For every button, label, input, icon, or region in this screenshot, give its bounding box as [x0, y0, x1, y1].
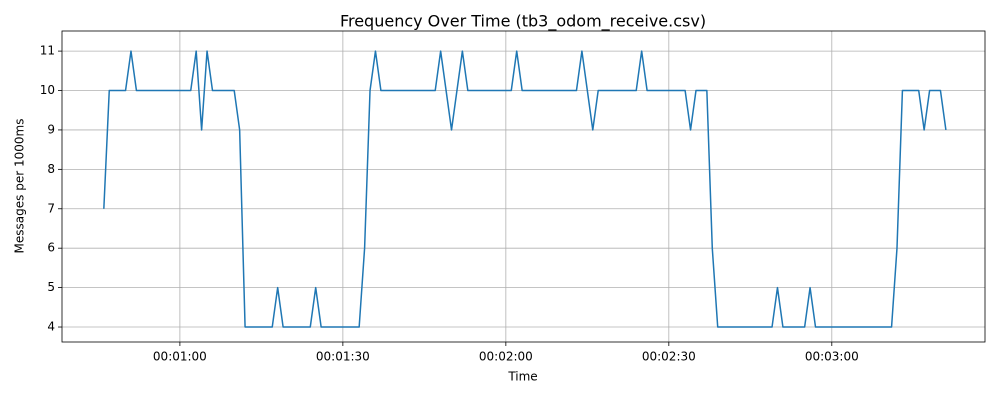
y-tick-label: 6 [47, 241, 55, 255]
x-tick-label: 00:02:00 [479, 350, 533, 364]
x-tick-label: 00:01:00 [153, 350, 207, 364]
y-tick-label: 9 [47, 122, 55, 136]
y-tick-label: 8 [47, 162, 55, 176]
plot-frame [61, 30, 986, 343]
data-line [103, 50, 947, 328]
y-tick-label: 4 [47, 320, 55, 334]
y-tick-label: 11 [40, 44, 55, 58]
x-tick-label: 00:01:30 [316, 350, 370, 364]
x-axis-label: Time [507, 370, 537, 384]
y-tick-label: 7 [47, 201, 55, 215]
x-tick-label: 00:02:30 [642, 350, 696, 364]
y-tick-label: 10 [40, 83, 55, 97]
x-tick-label: 00:03:00 [805, 350, 859, 364]
y-axis-label: Messages per 1000ms [13, 119, 27, 254]
y-tick-label: 5 [47, 280, 55, 294]
chart-title: Frequency Over Time (tb3_odom_receive.cs… [340, 12, 706, 32]
